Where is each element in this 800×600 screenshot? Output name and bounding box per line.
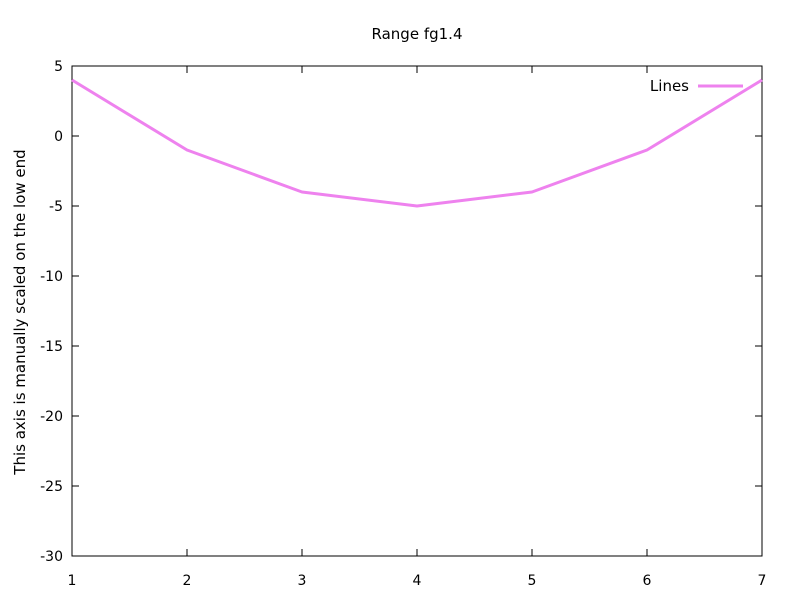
y-tick-label: -15	[40, 339, 63, 355]
x-tick-label: 5	[528, 573, 537, 589]
y-tick-label: -5	[49, 199, 63, 215]
y-tick-label: -30	[40, 549, 63, 565]
x-tick-label: 7	[758, 573, 767, 589]
y-tick-label: 5	[54, 59, 63, 75]
x-tick-label: 3	[298, 573, 307, 589]
plot-frame	[71, 65, 763, 557]
y-tick-label: -10	[40, 269, 63, 285]
x-tick-label: 1	[68, 573, 77, 589]
chart-title: Range fg1.4	[372, 25, 463, 43]
series-layer	[71, 78, 763, 208]
y-tick-label: 0	[54, 129, 63, 145]
legend-label: Lines	[650, 77, 689, 95]
x-tick-label: 6	[643, 573, 652, 589]
y-axis: 5 0 -5 -10 -15 -20 -25 -30	[40, 59, 762, 565]
y-tick-label: -20	[40, 409, 63, 425]
x-tick-label: 4	[413, 573, 422, 589]
series-line	[71, 78, 763, 208]
legend: Lines	[650, 77, 743, 95]
x-tick-label: 2	[183, 573, 192, 589]
y-axis-label: This axis is manually scaled on the low …	[11, 149, 29, 475]
y-tick-label: -25	[40, 479, 63, 495]
x-axis: 1 2 3 4 5 6 7	[68, 66, 767, 589]
